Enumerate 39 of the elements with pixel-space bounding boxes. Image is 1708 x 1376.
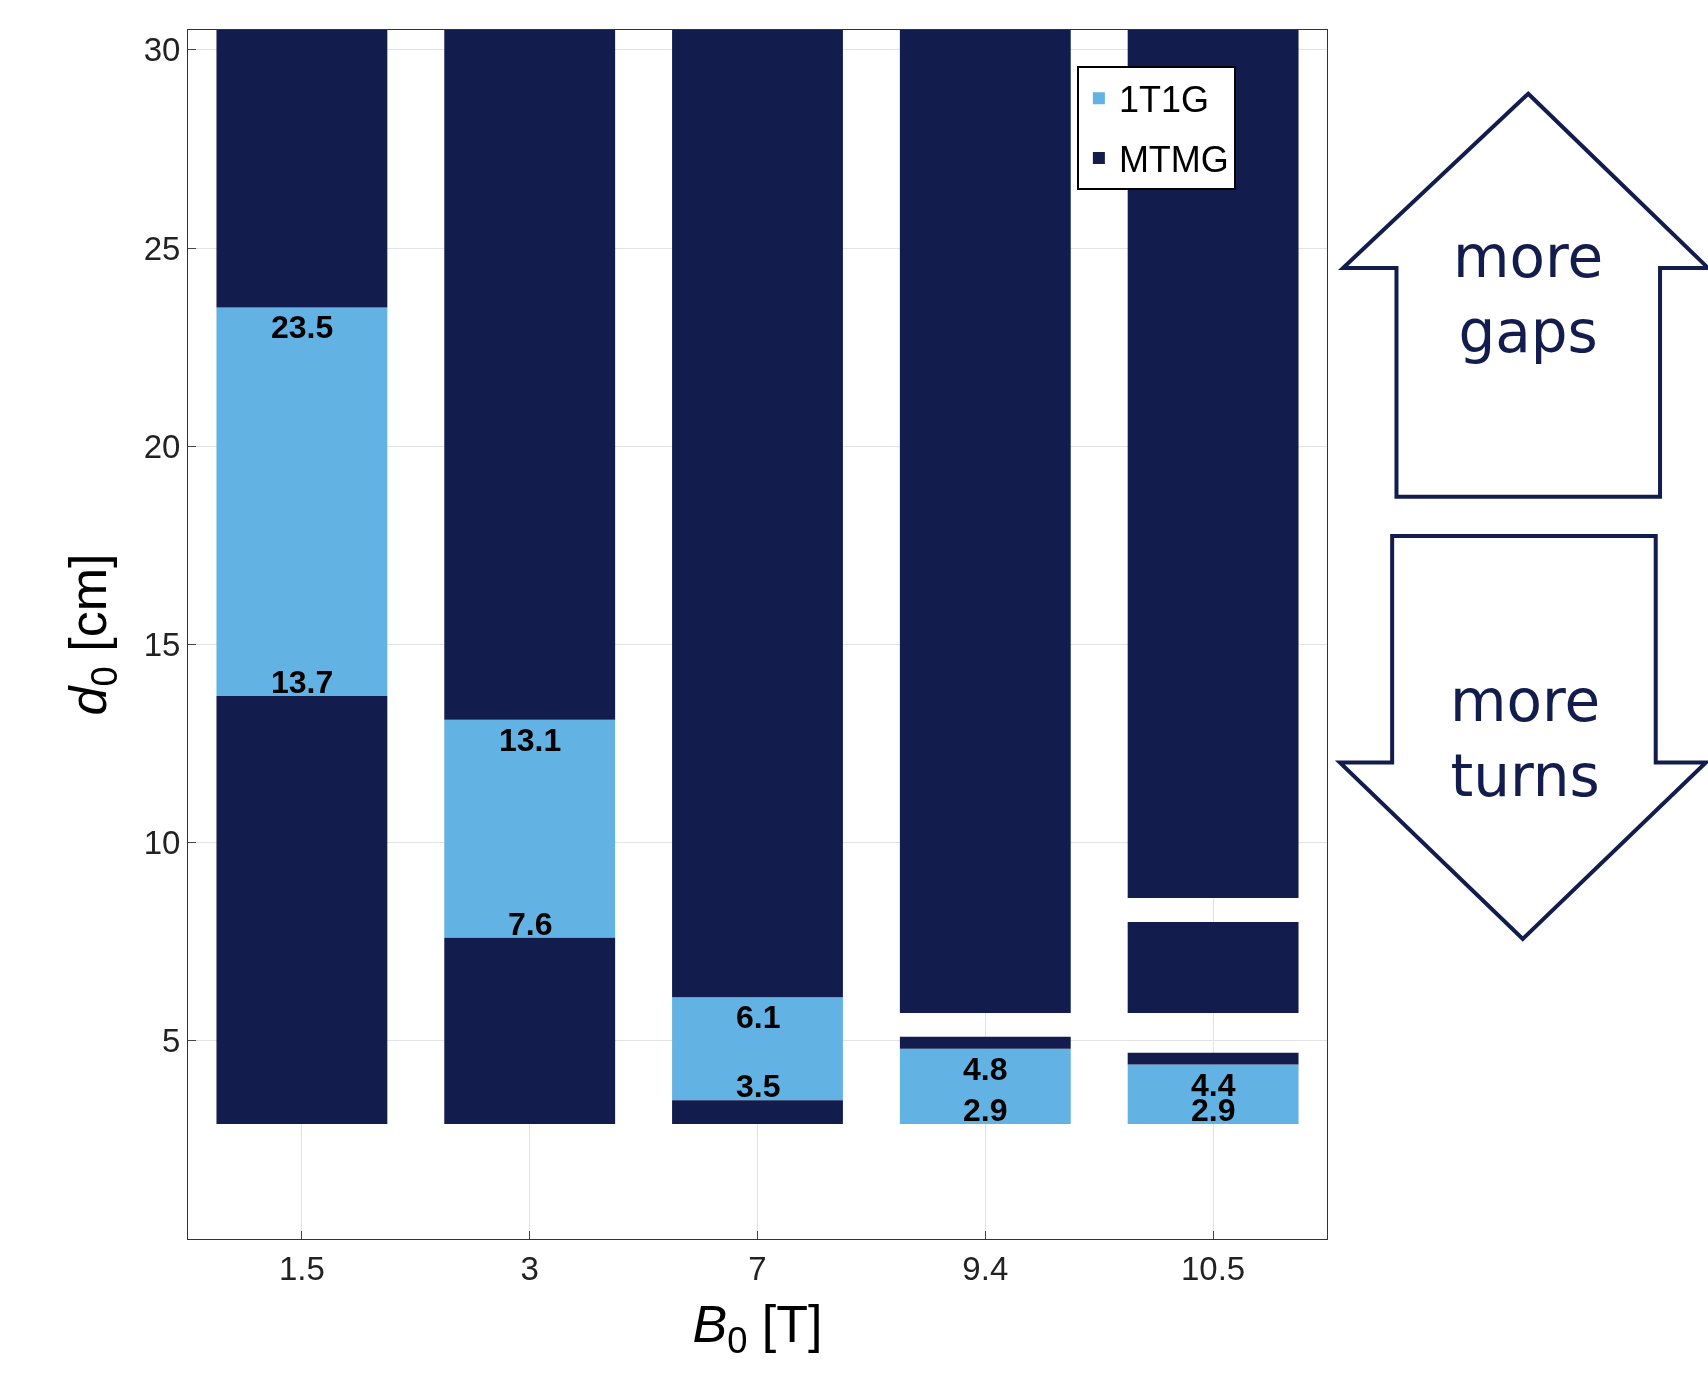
- bar: [672, 997, 843, 1101]
- bar: [672, 1100, 843, 1125]
- x-tick-label: 1.5: [278, 1249, 325, 1287]
- y-tick-label: 20: [143, 427, 181, 465]
- legend-label: 1T1G: [1118, 79, 1209, 121]
- x-tick-label: 3: [520, 1249, 539, 1287]
- x-tick-label: 10.5: [1180, 1249, 1246, 1287]
- annotation: 2.9: [963, 1092, 1008, 1128]
- text: more gaps: [1453, 223, 1604, 367]
- bar: [899, 1036, 1071, 1049]
- annotation: 3.5: [736, 1068, 781, 1104]
- bar: [672, 30, 843, 998]
- bar: [1127, 921, 1299, 1014]
- bar: [216, 30, 388, 308]
- x-tick-label: 7: [748, 1249, 767, 1287]
- bar: [444, 30, 616, 720]
- bar: [216, 307, 388, 696]
- annotation: 23.5: [271, 309, 334, 345]
- bar: [216, 695, 388, 1125]
- x-axis-title: B$_{0}$ [T]: [692, 1295, 823, 1362]
- bar: [1127, 1052, 1299, 1065]
- annotation: 13.7: [271, 664, 334, 700]
- y-tick-label: 5: [162, 1022, 181, 1060]
- bar: [444, 719, 616, 938]
- text: more turns: [1450, 667, 1601, 811]
- y-tick-label: 30: [143, 31, 181, 69]
- bar: [899, 30, 1071, 1014]
- bar: [1127, 1064, 1299, 1125]
- annotation: 6.1: [736, 999, 781, 1035]
- legend-label: MTMG: [1118, 139, 1229, 181]
- bar: [899, 1048, 1071, 1125]
- y-tick-label: 15: [143, 625, 181, 663]
- x-tick-label: 9.4: [962, 1249, 1009, 1287]
- annotation: 13.1: [499, 722, 562, 758]
- y-tick-label: 10: [143, 824, 181, 862]
- bar: [444, 937, 616, 1125]
- annotation: 7.6: [508, 906, 553, 942]
- y-tick-label: 25: [143, 229, 181, 267]
- annotation: 4.8: [963, 1051, 1008, 1087]
